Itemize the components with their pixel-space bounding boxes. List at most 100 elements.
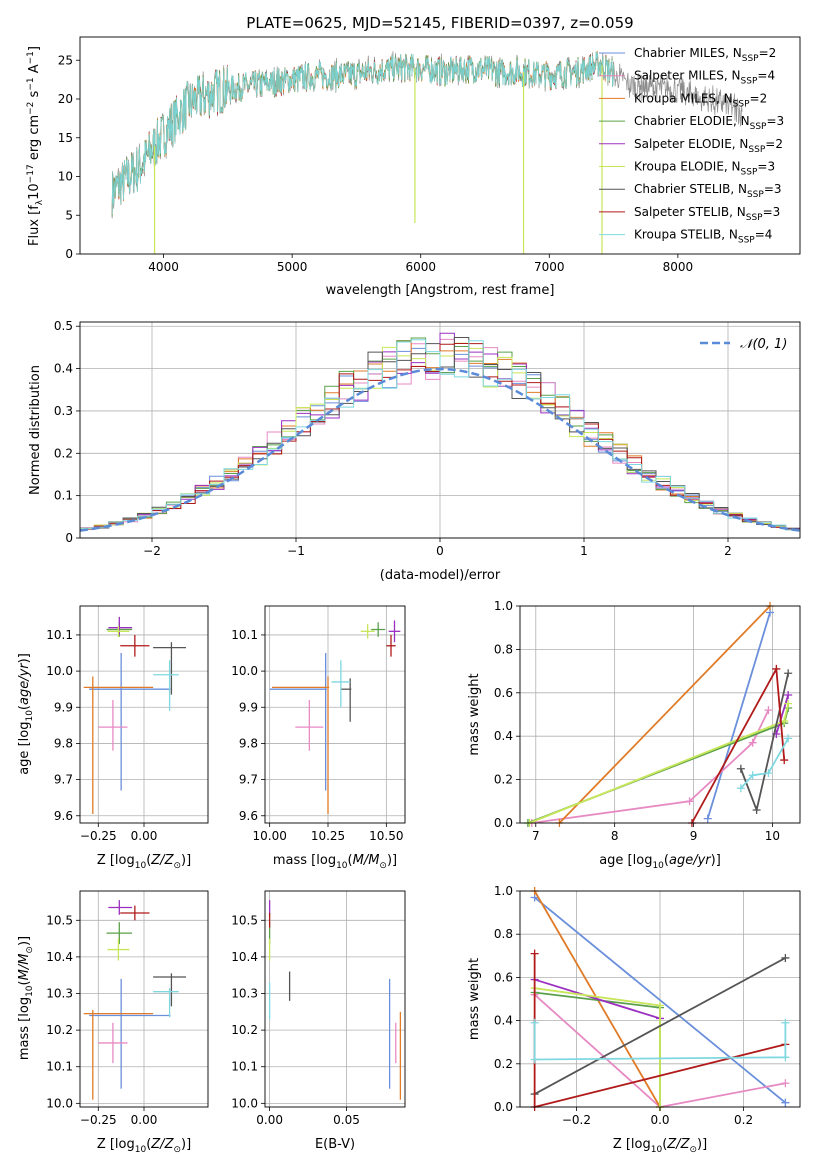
x-tick-label: 0.00 (131, 829, 158, 843)
weight-marker-kroupa_elodie (784, 699, 793, 708)
weight-line-kroupa_miles (558, 605, 771, 824)
y-tick-label: 0.4 (494, 1014, 513, 1028)
legend-label: Chabrier MILES, NSSP=2 (634, 46, 776, 64)
x-tick-label: 7000 (534, 260, 565, 274)
y-tick-label: 10.1 (231, 1060, 258, 1074)
legend-label: Chabrier ELODIE, NSSP=3 (634, 114, 784, 132)
x-tick-label: 0.05 (333, 1113, 360, 1127)
weight-marker-chabrier_miles (703, 814, 712, 823)
y-axis-label: mass weight (467, 673, 482, 755)
x-tick-label: −1 (287, 544, 305, 558)
y-tick-label: 0.6 (494, 970, 513, 984)
y-tick-label: 0.8 (494, 642, 513, 656)
axes-frame (79, 605, 209, 824)
y-tick-label: 25 (58, 53, 73, 67)
x-tick-label: 8 (611, 829, 619, 843)
y-tick-label: 0.6 (494, 686, 513, 700)
axes-frame (264, 605, 406, 824)
y-tick-label: 9.8 (239, 736, 258, 750)
x-tick-label: 2 (724, 544, 732, 558)
weight-line-salpeter_stelib (691, 665, 786, 824)
x-axis-label: Z [log10(Z/Z⊙)] (97, 853, 191, 871)
y-tick-label: 9.7 (239, 773, 258, 787)
y-tick-label: 0.0 (494, 1100, 513, 1114)
y-tick-label: 0.8 (494, 927, 513, 941)
y-tick-label: 1.0 (494, 884, 513, 898)
x-tick-label: 10 (765, 829, 780, 843)
y-tick-label: 10.2 (46, 1023, 73, 1037)
weight-line-salpeter_elodie (775, 694, 790, 735)
y-tick-label: 10.5 (231, 913, 258, 927)
axes-frame (79, 36, 801, 255)
x-axis-label: Z [log10(Z/Z⊙)] (97, 1137, 191, 1155)
weight-line-chabrier_stelib (740, 673, 790, 814)
x-tick-label: 0 (436, 544, 444, 558)
axes-frame (264, 890, 406, 1108)
axes-mass_weight_vs_Z: −0.2 0.0 0.2 0.0 0.2 0.4 0.6 0.8 1.0 Z [log10(Z/Z… (467, 884, 801, 1155)
weight-marker-kroupa_stelib (781, 1053, 790, 1062)
x-axis-label: age [log10(age/yr)] (599, 853, 721, 871)
weight-line-chabrier_stelib (534, 957, 786, 1095)
hist-step-kroupa_stelib (80, 339, 800, 531)
legend-label: Kroupa STELIB, NSSP=4 (634, 228, 772, 246)
weight-marker-kroupa_stelib (748, 771, 757, 780)
x-tick-label: 10.50 (369, 829, 403, 843)
x-tick-label: 0.2 (734, 1113, 753, 1127)
x-tick-label: 10.25 (311, 829, 345, 843)
x-tick-label: 1 (580, 544, 588, 558)
y-tick-label: 0 (65, 247, 73, 261)
y-tick-label: 9.6 (54, 809, 73, 823)
spectrum-line-kroupa_stelib (111, 51, 614, 215)
x-tick-label: 9 (690, 829, 698, 843)
weight-marker-chabrier_stelib (752, 805, 761, 814)
y-tick-label: 10.1 (231, 628, 258, 642)
y-tick-label: 5 (65, 208, 73, 222)
weight-marker-salpeter_miles (748, 738, 757, 747)
axes-frame (519, 890, 801, 1108)
y-tick-label: 0.2 (494, 1057, 513, 1071)
plot-area (79, 332, 801, 532)
y-tick-label: 10.0 (231, 664, 258, 678)
x-tick-label: −0.2 (562, 1113, 591, 1127)
y-tick-label: 10.0 (46, 1096, 73, 1110)
y-axis-label: mass [log10(M/M⊙)] (17, 936, 35, 1060)
y-tick-label: 0.5 (54, 319, 73, 333)
y-tick-label: 0.0 (494, 816, 513, 830)
weight-line-kroupa_stelib (533, 1022, 787, 1061)
legend-label: Chabrier STELIB, NSSP=3 (634, 182, 782, 200)
legend-label: Kroupa ELODIE, NSSP=3 (634, 160, 775, 178)
y-tick-label: 15 (58, 131, 73, 145)
legend-label: Salpeter STELIB, NSSP=3 (634, 205, 780, 223)
axes-frame (79, 321, 801, 539)
x-tick-label: 8000 (663, 260, 694, 274)
plot-area (83, 900, 187, 1100)
weight-marker-salpeter_miles (764, 706, 773, 715)
y-tick-label: 20 (58, 92, 73, 106)
plot-area (523, 602, 793, 827)
weight-marker-kroupa_elodie (656, 1001, 664, 1010)
y-tick-label: 9.8 (54, 736, 73, 750)
x-axis-label: (data-model)/error (380, 568, 501, 583)
y-tick-label: 10.3 (231, 987, 258, 1001)
x-tick-label: 7 (532, 829, 540, 843)
y-tick-label: 10.1 (46, 628, 73, 642)
y-tick-label: 9.7 (54, 773, 73, 787)
y-tick-label: 0.4 (494, 729, 513, 743)
y-tick-label: 9.6 (239, 809, 258, 823)
x-tick-label: 0.0 (650, 1113, 669, 1127)
axes-residual_histogram: −2 −1 0 1 2 0 0.1 0.2 0.3 0.4 0.5 (data-model)/erro… (28, 319, 801, 583)
weight-marker-kroupa_stelib (736, 784, 745, 793)
y-tick-label: 0.4 (54, 362, 73, 376)
x-tick-label: 6000 (405, 260, 436, 274)
legend-label: Salpeter ELODIE, NSSP=2 (634, 137, 783, 155)
x-tick-label: 0.00 (256, 1113, 283, 1127)
weight-line-chabrier_miles (534, 896, 786, 1104)
x-axis-label: wavelength [Angstrom, rest frame] (326, 283, 555, 298)
plots-layer: 4000 5000 6000 7000 80000510152025wavelength… (17, 36, 801, 1155)
weight-marker-salpeter_stelib (780, 756, 789, 765)
x-tick-label: 4000 (148, 260, 179, 274)
y-tick-label: 1.0 (494, 599, 513, 613)
plot-area (268, 900, 402, 1100)
x-axis-label: mass [log10(M/M⊙)] (273, 853, 397, 871)
